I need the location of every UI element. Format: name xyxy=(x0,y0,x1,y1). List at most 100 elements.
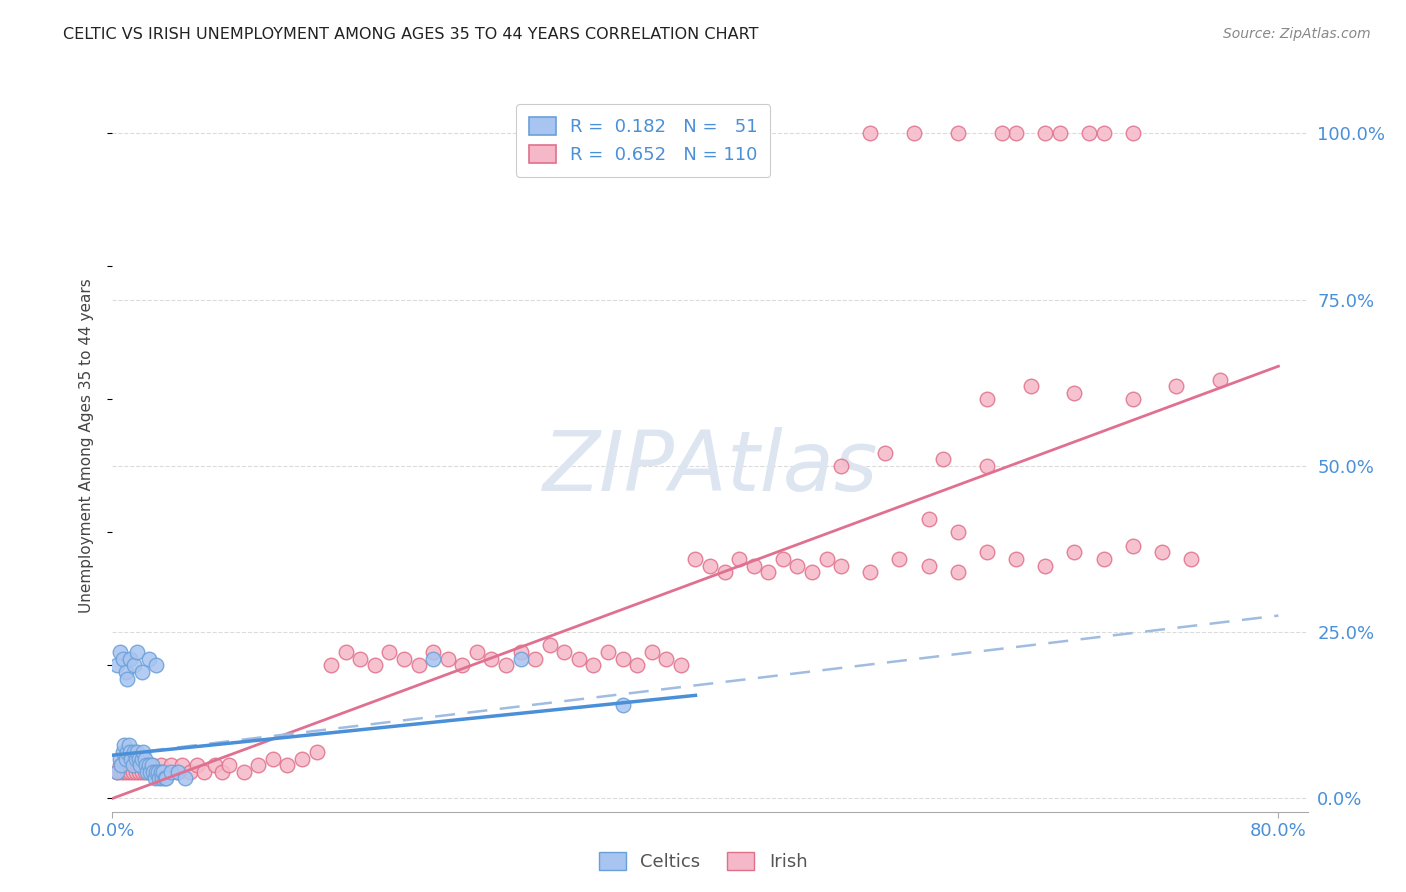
Point xyxy=(149,758,172,772)
Point xyxy=(728,552,751,566)
Point xyxy=(134,764,156,779)
Point xyxy=(110,764,132,779)
Point xyxy=(167,764,190,779)
Point xyxy=(582,658,605,673)
Point xyxy=(1180,552,1202,566)
Point xyxy=(786,558,808,573)
Point xyxy=(105,764,128,779)
Point xyxy=(150,772,173,786)
Point xyxy=(305,745,328,759)
Point xyxy=(422,652,444,666)
Point xyxy=(135,758,157,772)
Point xyxy=(124,745,146,759)
Point xyxy=(122,758,145,772)
Point xyxy=(186,758,208,772)
Point xyxy=(859,127,882,141)
Point xyxy=(1033,558,1056,573)
Point xyxy=(422,645,444,659)
Point xyxy=(830,458,852,473)
Point xyxy=(436,652,458,666)
Point xyxy=(481,652,503,666)
Point xyxy=(378,645,401,659)
Text: ZIPAtlas: ZIPAtlas xyxy=(543,427,877,508)
Point xyxy=(946,127,969,141)
Point xyxy=(596,645,619,659)
Point xyxy=(105,658,128,673)
Point xyxy=(262,751,284,765)
Point xyxy=(128,764,150,779)
Point xyxy=(141,758,163,772)
Point xyxy=(815,552,838,566)
Point xyxy=(114,665,136,679)
Point xyxy=(859,566,882,580)
Point xyxy=(112,764,135,779)
Point xyxy=(1049,127,1071,141)
Point xyxy=(669,658,692,673)
Point xyxy=(136,764,159,779)
Point xyxy=(772,552,794,566)
Point xyxy=(108,751,131,765)
Point xyxy=(129,758,152,772)
Point xyxy=(830,558,852,573)
Point xyxy=(127,745,149,759)
Point xyxy=(451,658,474,673)
Point xyxy=(1122,539,1144,553)
Point xyxy=(143,772,166,786)
Point xyxy=(134,751,156,765)
Point xyxy=(1033,127,1056,141)
Point xyxy=(108,758,131,772)
Point xyxy=(114,758,136,772)
Point xyxy=(408,658,430,673)
Point xyxy=(1166,379,1188,393)
Point xyxy=(131,751,153,765)
Point xyxy=(349,652,371,666)
Point xyxy=(291,751,314,765)
Text: CELTIC VS IRISH UNEMPLOYMENT AMONG AGES 35 TO 44 YEARS CORRELATION CHART: CELTIC VS IRISH UNEMPLOYMENT AMONG AGES … xyxy=(63,27,759,42)
Point xyxy=(1078,127,1101,141)
Point xyxy=(553,645,575,659)
Point xyxy=(218,758,240,772)
Point xyxy=(538,639,561,653)
Point xyxy=(990,127,1012,141)
Point xyxy=(193,764,215,779)
Point xyxy=(115,764,138,779)
Point xyxy=(713,566,735,580)
Point xyxy=(568,652,591,666)
Point xyxy=(145,764,167,779)
Point xyxy=(946,525,969,540)
Point xyxy=(889,552,911,566)
Point xyxy=(976,458,998,473)
Legend: R =  0.182   N =   51, R =  0.652   N = 110: R = 0.182 N = 51, R = 0.652 N = 110 xyxy=(516,104,770,177)
Point xyxy=(132,758,155,772)
Point xyxy=(108,645,131,659)
Point xyxy=(138,764,160,779)
Point xyxy=(211,764,233,779)
Point xyxy=(172,758,194,772)
Point xyxy=(141,758,163,772)
Point xyxy=(1005,552,1028,566)
Point xyxy=(509,652,531,666)
Point xyxy=(495,658,517,673)
Point xyxy=(742,558,765,573)
Point xyxy=(152,764,174,779)
Point xyxy=(111,745,134,759)
Point xyxy=(146,764,169,779)
Point xyxy=(392,652,415,666)
Point xyxy=(976,545,998,559)
Point xyxy=(111,758,134,772)
Point xyxy=(946,566,969,580)
Point xyxy=(120,758,142,772)
Point xyxy=(124,758,146,772)
Point xyxy=(364,658,387,673)
Point xyxy=(159,764,181,779)
Point xyxy=(155,772,177,786)
Point xyxy=(115,672,138,686)
Point xyxy=(114,751,136,765)
Point xyxy=(626,658,648,673)
Point xyxy=(111,652,134,666)
Point xyxy=(129,758,152,772)
Point xyxy=(1150,545,1173,559)
Point xyxy=(932,452,955,467)
Point xyxy=(166,764,188,779)
Point xyxy=(1209,372,1232,386)
